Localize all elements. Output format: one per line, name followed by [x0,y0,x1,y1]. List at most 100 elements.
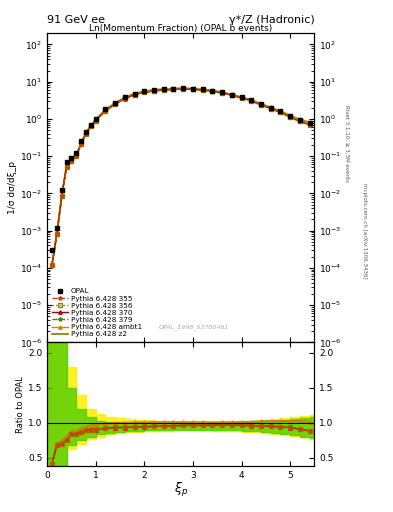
Pythia 6.428 379 [268,105,273,112]
Line: Pythia 6.428 355: Pythia 6.428 355 [50,87,312,267]
Pythia 6.428 356 [94,117,98,123]
Pythia 6.428 379 [200,87,205,93]
Pythia 6.428 355 [171,87,176,93]
Pythia 6.428 z2 [278,108,283,114]
OPAL [69,155,74,161]
Pythia 6.428 370 [278,109,283,115]
Pythia 6.428 z2 [259,101,263,107]
OPAL [79,138,84,144]
Pythia 6.428 370 [88,123,93,130]
Pythia 6.428 379 [191,86,195,92]
Pythia 6.428 z2 [220,89,224,95]
Pythia 6.428 379 [210,88,215,94]
Pythia 6.428 356 [50,262,54,268]
Pythia 6.428 z2 [64,162,69,168]
Pythia 6.428 370 [239,95,244,101]
OPAL [298,117,302,123]
Pythia 6.428 ambt1 [171,86,176,92]
Pythia 6.428 379 [113,101,118,107]
Pythia 6.428 355 [200,87,205,93]
OPAL [181,86,185,92]
OPAL [103,106,108,113]
Pythia 6.428 370 [50,262,54,268]
Pythia 6.428 z2 [210,88,215,94]
Pythia 6.428 ambt1 [249,97,253,103]
OPAL [162,86,166,92]
Pythia 6.428 355 [268,105,273,112]
Pythia 6.428 356 [191,86,195,92]
OPAL [64,159,69,165]
OPAL [239,94,244,100]
Pythia 6.428 370 [113,101,118,107]
Pythia 6.428 355 [74,153,79,159]
Pythia 6.428 379 [249,98,253,104]
Pythia 6.428 355 [103,108,108,114]
Pythia 6.428 370 [171,87,176,93]
Pythia 6.428 z2 [123,94,127,100]
Pythia 6.428 z2 [249,97,253,103]
Pythia 6.428 z2 [142,88,147,94]
Pythia 6.428 379 [259,102,263,108]
Pythia 6.428 355 [181,86,185,92]
Pythia 6.428 355 [132,92,137,98]
Pythia 6.428 ambt1 [64,162,69,168]
Pythia 6.428 356 [162,87,166,93]
Pythia 6.428 355 [239,95,244,101]
Pythia 6.428 z2 [113,100,118,106]
Pythia 6.428 379 [230,92,234,98]
Pythia 6.428 355 [88,123,93,130]
Pythia 6.428 355 [59,193,64,199]
OPAL [132,91,137,97]
Pythia 6.428 z2 [239,94,244,100]
OPAL [307,119,312,125]
Pythia 6.428 ambt1 [191,86,195,92]
Pythia 6.428 z2 [84,130,88,136]
OPAL [288,113,292,119]
OPAL [55,225,59,231]
Line: Pythia 6.428 356: Pythia 6.428 356 [50,88,311,266]
Pythia 6.428 ambt1 [152,87,156,93]
Pythia 6.428 379 [142,89,147,95]
Pythia 6.428 379 [94,117,98,123]
Pythia 6.428 370 [220,90,224,96]
OPAL [191,86,195,92]
OPAL [88,122,93,128]
Pythia 6.428 356 [88,123,93,130]
Pythia 6.428 z2 [307,119,312,125]
Pythia 6.428 ambt1 [88,122,93,129]
Pythia 6.428 355 [55,231,59,237]
Pythia 6.428 356 [142,89,147,95]
Text: γ*/Z (Hadronic): γ*/Z (Hadronic) [229,14,314,25]
Pythia 6.428 370 [59,193,64,199]
Pythia 6.428 z2 [55,230,59,237]
Pythia 6.428 z2 [79,140,84,146]
Pythia 6.428 370 [288,114,292,120]
Pythia 6.428 370 [200,87,205,93]
Pythia 6.428 370 [94,118,98,124]
Pythia 6.428 356 [278,109,283,115]
Pythia 6.428 379 [103,108,108,114]
Pythia 6.428 z2 [162,86,166,92]
Pythia 6.428 356 [259,102,263,108]
Line: Pythia 6.428 370: Pythia 6.428 370 [50,88,311,266]
Legend: OPAL, Pythia 6.428 355, Pythia 6.428 356, Pythia 6.428 370, Pythia 6.428 379, Py: OPAL, Pythia 6.428 355, Pythia 6.428 356… [51,287,143,339]
OPAL [278,108,283,114]
Text: OPAL_1998_S3780481: OPAL_1998_S3780481 [159,324,230,330]
Pythia 6.428 356 [132,92,137,98]
Pythia 6.428 z2 [171,86,176,92]
Pythia 6.428 z2 [152,87,156,93]
OPAL [50,247,54,253]
Pythia 6.428 z2 [200,87,205,93]
Pythia 6.428 356 [59,193,64,199]
Y-axis label: Ratio to OPAL: Ratio to OPAL [16,376,25,433]
Pythia 6.428 379 [239,95,244,101]
Pythia 6.428 370 [64,163,69,169]
OPAL [59,187,64,194]
Pythia 6.428 370 [181,86,185,92]
Pythia 6.428 356 [307,121,312,127]
Pythia 6.428 370 [298,118,302,124]
Pythia 6.428 379 [88,123,93,130]
Pythia 6.428 379 [288,114,292,120]
Pythia 6.428 370 [152,88,156,94]
Pythia 6.428 355 [191,86,195,92]
